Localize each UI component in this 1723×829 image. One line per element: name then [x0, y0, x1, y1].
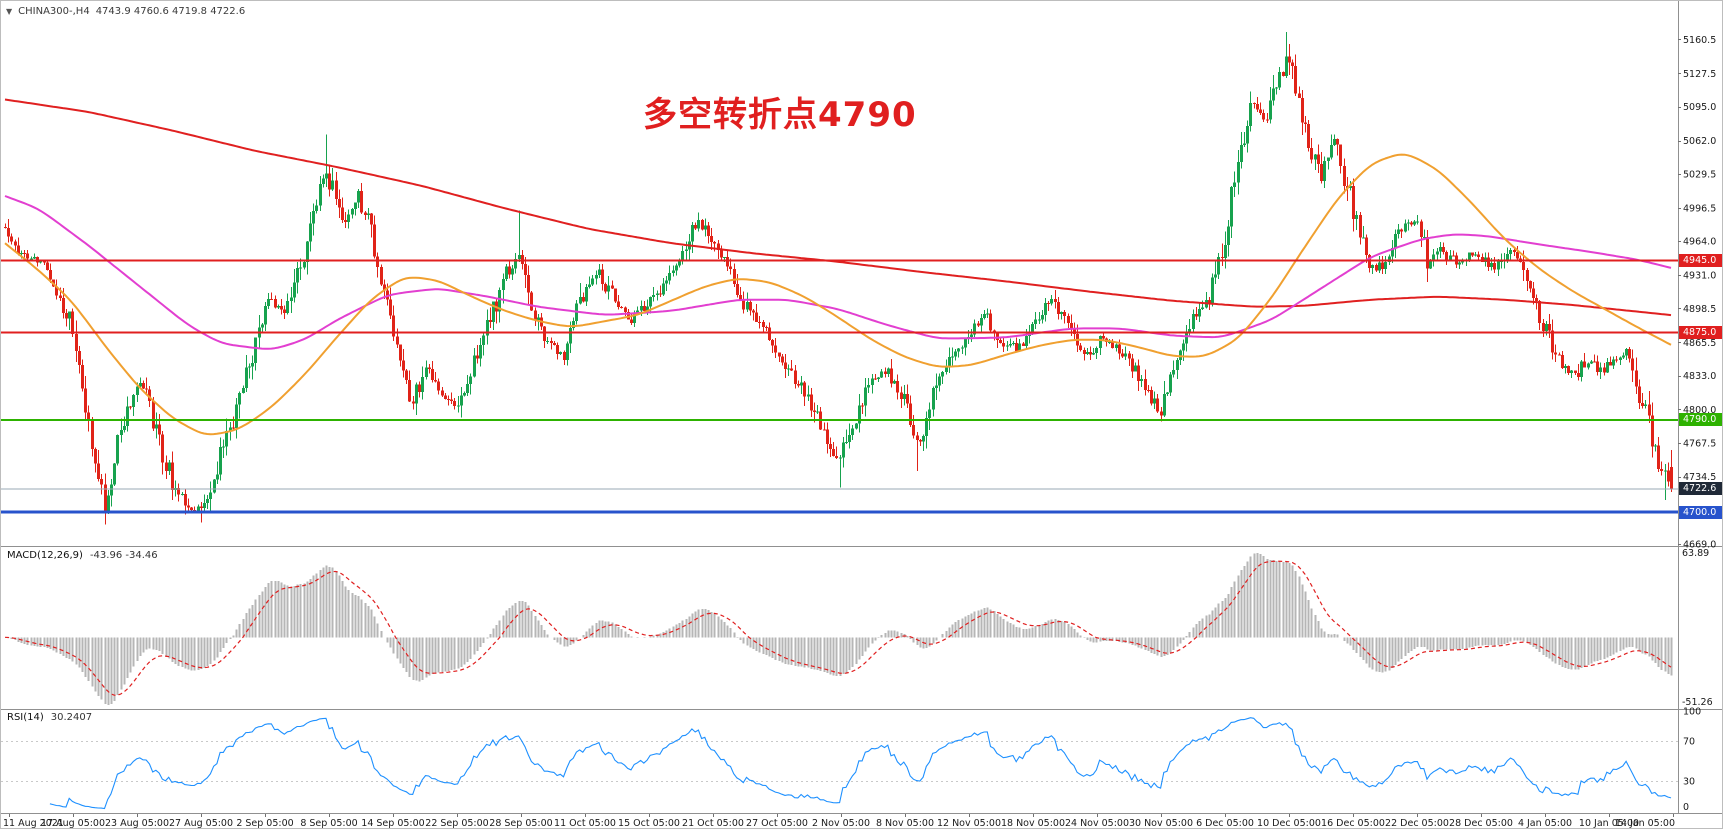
macd-values: -43.96 -34.46	[89, 550, 158, 561]
svg-text:11 Oct 05:00: 11 Oct 05:00	[554, 818, 616, 829]
svg-text:4767.5: 4767.5	[1683, 438, 1716, 449]
price-axis-ticks: 5160.5 5127.5 5095.0 5062.0 5029.5 4996.5 4964…	[1678, 35, 1716, 550]
macd-signal-line	[4, 560, 1672, 696]
svg-text:70: 70	[1683, 737, 1695, 748]
rsi-value: 30.2407	[50, 712, 93, 723]
svg-text:2 Sep 05:00: 2 Sep 05:00	[236, 818, 293, 829]
svg-text:23 Aug 05:00: 23 Aug 05:00	[105, 818, 169, 829]
rsi-name: RSI(14)	[7, 712, 44, 723]
svg-text:14 Jan 05:00: 14 Jan 05:00	[1615, 818, 1675, 829]
svg-text:4898.5: 4898.5	[1683, 304, 1716, 315]
svg-text:4669.0: 4669.0	[1683, 539, 1716, 550]
svg-text:30 Nov 05:00: 30 Nov 05:00	[1129, 818, 1193, 829]
svg-text:10 Dec 05:00: 10 Dec 05:00	[1257, 818, 1321, 829]
svg-text:28 Dec 05:00: 28 Dec 05:00	[1449, 818, 1513, 829]
svg-text:21 Oct 05:00: 21 Oct 05:00	[682, 818, 744, 829]
svg-text:4833.0: 4833.0	[1683, 371, 1716, 382]
svg-text:28 Sep 05:00: 28 Sep 05:00	[489, 818, 552, 829]
svg-text:4734.5: 4734.5	[1683, 472, 1716, 483]
main-chart-panel[interactable]	[1, 1, 1678, 546]
macd-label: MACD(12,26,9) -43.96 -34.46	[7, 550, 158, 561]
svg-text:6 Dec 05:00: 6 Dec 05:00	[1196, 818, 1254, 829]
svg-text:2 Nov 05:00: 2 Nov 05:00	[812, 818, 870, 829]
rsi-panel[interactable]	[1, 710, 1678, 813]
svg-text:27 Aug 05:00: 27 Aug 05:00	[169, 818, 233, 829]
svg-text:4800.0: 4800.0	[1683, 405, 1716, 416]
svg-text:5160.5: 5160.5	[1683, 35, 1716, 46]
svg-text:5029.5: 5029.5	[1683, 169, 1716, 180]
rsi-line	[49, 717, 1672, 810]
candlesticks	[4, 31, 1673, 525]
svg-text:4931.0: 4931.0	[1683, 271, 1716, 282]
svg-text:18 Nov 05:00: 18 Nov 05:00	[1001, 818, 1065, 829]
ma-fast-line	[4, 153, 1672, 436]
svg-text:100: 100	[1683, 707, 1701, 718]
svg-text:30: 30	[1683, 777, 1695, 788]
svg-text:22 Dec 05:00: 22 Dec 05:00	[1385, 818, 1449, 829]
svg-text:10 Jan 05:00: 10 Jan 05:00	[1579, 818, 1639, 829]
svg-text:5062.0: 5062.0	[1683, 136, 1716, 147]
ma-mid-line	[4, 195, 1672, 350]
svg-text:22 Sep 05:00: 22 Sep 05:00	[425, 818, 488, 829]
macd-histogram	[7, 553, 1673, 705]
macd-axis-max: 63.89	[1682, 548, 1710, 559]
svg-text:24 Nov 05:00: 24 Nov 05:00	[1065, 818, 1129, 829]
symbol-dropdown-icon[interactable]: ▼	[6, 6, 13, 16]
svg-text:17 Aug 05:00: 17 Aug 05:00	[41, 818, 105, 829]
svg-text:4 Jan 05:00: 4 Jan 05:00	[1518, 818, 1572, 829]
svg-text:27 Oct 05:00: 27 Oct 05:00	[746, 818, 808, 829]
time-axis[interactable]	[1, 814, 1722, 828]
svg-text:5127.5: 5127.5	[1683, 69, 1716, 80]
price-axis[interactable]	[1678, 1, 1722, 813]
svg-text:0: 0	[1683, 802, 1689, 813]
rsi-label: RSI(14) 30.2407	[7, 712, 92, 723]
chart-header: ▼ CHINA300-,H4 4743.9 4760.6 4719.8 4722…	[6, 6, 245, 17]
ohlc-values: 4743.9 4760.6 4719.8 4722.6	[95, 6, 246, 17]
svg-text:8 Sep 05:00: 8 Sep 05:00	[300, 818, 357, 829]
svg-text:4964.0: 4964.0	[1683, 237, 1716, 248]
svg-text:11 Aug 2021: 11 Aug 2021	[3, 818, 64, 829]
svg-text:14 Sep 05:00: 14 Sep 05:00	[361, 818, 424, 829]
svg-text:12 Nov 05:00: 12 Nov 05:00	[937, 818, 1001, 829]
svg-text:5095.0: 5095.0	[1683, 102, 1716, 113]
ma-slow-line	[4, 98, 1672, 317]
macd-panel[interactable]	[1, 547, 1678, 709]
svg-text:15 Oct 05:00: 15 Oct 05:00	[618, 818, 680, 829]
macd-name: MACD(12,26,9)	[7, 550, 83, 561]
macd-axis-min: -51.26	[1682, 697, 1713, 708]
svg-text:8 Nov 05:00: 8 Nov 05:00	[876, 818, 934, 829]
annotation-text[interactable]: 多空转折点4790	[643, 95, 917, 135]
svg-text:16 Dec 05:00: 16 Dec 05:00	[1321, 818, 1385, 829]
svg-text:4996.5: 4996.5	[1683, 203, 1716, 214]
svg-text:4865.5: 4865.5	[1683, 338, 1716, 349]
rsi-axis-ticks: 100 70 30 0	[1683, 707, 1701, 814]
symbol-timeframe-label: CHINA300-,H4	[18, 6, 90, 17]
